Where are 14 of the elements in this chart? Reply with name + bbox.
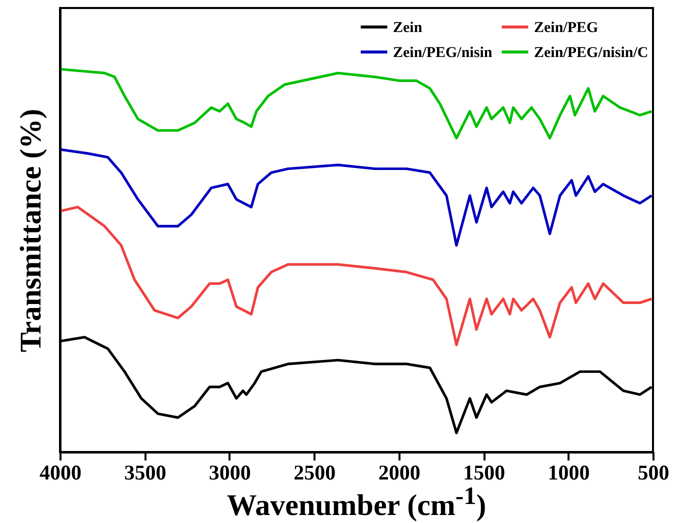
legend-label: Zein/PEG xyxy=(534,20,599,36)
x-tick-label: 2000 xyxy=(378,460,420,484)
legend-label: Zein/PEG/nisin xyxy=(393,45,493,61)
x-tick-label: 1000 xyxy=(548,460,590,484)
legend-label: Zein xyxy=(393,20,423,36)
legend-label: Zein/PEG/nisin/C xyxy=(534,45,648,61)
x-tick-label: 3000 xyxy=(208,460,251,484)
x-tick-label: 500 xyxy=(638,460,670,484)
x-tick-label: 3500 xyxy=(124,460,166,484)
x-tick-label: 4000 xyxy=(40,460,82,484)
x-tick-label: 1500 xyxy=(463,460,506,484)
y-axis-title: Transmittance (%) xyxy=(14,108,48,352)
x-tick-label: 2500 xyxy=(294,460,336,484)
x-axis-title: Wavenumber (cm$^{-1}$) xyxy=(226,483,486,522)
